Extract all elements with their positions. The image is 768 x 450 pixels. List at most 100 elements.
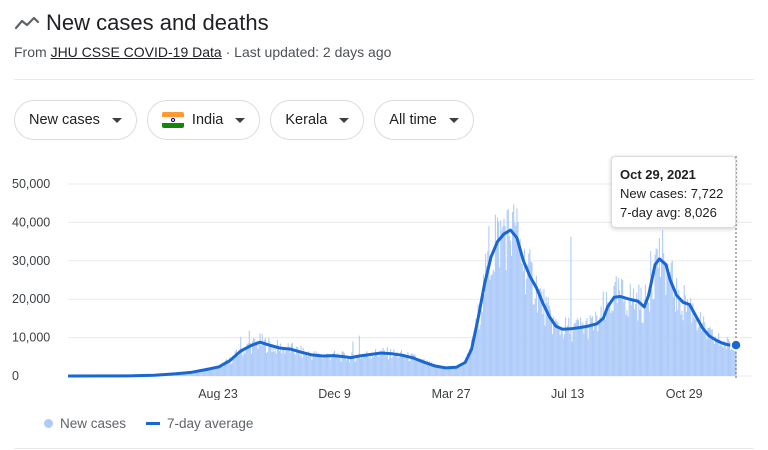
new-cases-bar [309,354,311,376]
new-cases-bar [534,298,536,376]
new-cases-bar [694,319,696,376]
new-cases-bar [186,373,188,376]
metric-dropdown[interactable]: New cases [14,100,137,140]
new-cases-bar [549,309,551,376]
new-cases-bar [335,355,337,376]
new-cases-bar [616,302,618,376]
new-cases-bar [436,367,438,376]
last-updated: · Last updated: 2 days ago [225,44,392,60]
new-cases-bar [345,360,347,376]
new-cases-bar [513,204,515,376]
source-link[interactable]: JHU CSSE COVID-19 Data [50,44,222,60]
new-cases-bar [622,279,624,376]
new-cases-bar [314,356,316,376]
new-cases-bar [720,343,722,376]
new-cases-bar [600,306,602,376]
new-cases-bar [719,345,721,376]
source-prefix: From [14,44,47,60]
new-cases-bar [423,359,425,376]
new-cases-bar [727,339,729,376]
tooltip-date: Oct 29, 2021 [620,167,696,182]
new-cases-bar [239,354,241,376]
new-cases-bar [578,328,581,376]
new-cases-bar [663,253,665,376]
new-cases-bar [233,356,235,376]
new-cases-bar [652,298,654,376]
cases-chart[interactable]: 0 10,000 20,000 30,000 40,000 50,000 Aug 23 Dec… [0,150,768,400]
region-dropdown[interactable]: Kerala [270,100,365,140]
new-cases-bar [693,317,695,376]
new-cases-bar [457,364,459,376]
new-cases-bar [331,357,333,376]
new-cases-bar [459,367,461,376]
new-cases-bar [721,345,723,376]
new-cases-bar [243,349,245,376]
new-cases-bar [491,274,493,376]
new-cases-bar [379,354,381,376]
new-cases-bar [258,344,260,376]
new-cases-bar [482,274,485,376]
new-cases-bar [523,248,526,376]
time-range-dropdown[interactable]: All time [374,100,474,140]
new-cases-bar [447,366,449,376]
new-cases-bar [369,355,371,376]
new-cases-bar [487,250,489,376]
new-cases-bar [655,248,657,376]
new-cases-bar [687,303,690,376]
new-cases-bar [714,336,717,376]
new-cases-bar [586,318,588,376]
new-cases-bar [515,225,517,376]
new-cases-bar [294,353,296,376]
new-cases-bar [577,319,579,376]
new-cases-bar [310,354,312,376]
y-tick-label: 20,000 [12,292,50,306]
tooltip-avg: 7-day avg: 8,026 [620,205,717,220]
new-cases-bar [451,365,453,376]
new-cases-bar [676,278,678,376]
new-cases-bar [288,346,290,376]
new-cases-bar [689,306,691,376]
new-cases-bar [296,346,298,376]
new-cases-bar [262,343,264,376]
new-cases-bar [400,349,402,376]
new-cases-bar [658,238,660,376]
new-cases-bar [254,338,256,376]
new-cases-bar [535,275,537,376]
new-cases-bar [669,272,671,376]
new-cases-bar [560,326,562,376]
new-cases-bar [435,365,437,376]
country-dropdown[interactable]: India [146,100,261,140]
new-cases-bar [584,326,586,376]
new-cases-bar [221,362,223,376]
new-cases-bar [539,289,541,376]
new-cases-bar [516,208,518,376]
new-cases-bar [629,283,631,376]
new-cases-bar [313,351,315,376]
new-cases-bar [612,311,614,376]
new-cases-bar [726,337,728,376]
new-cases-bar [293,351,295,376]
new-cases-bar [251,341,254,376]
new-cases-bar [558,328,560,376]
new-cases-bar [602,291,604,376]
new-cases-bar [601,321,603,376]
new-cases-bar [580,317,582,376]
metric-label: New cases [29,112,100,128]
new-cases-bar [194,371,196,376]
new-cases-bar [710,329,712,376]
new-cases-bar [307,356,309,376]
new-cases-bar [713,343,715,376]
legend-new-cases-label: New cases [60,416,127,431]
new-cases-bar [291,342,294,376]
page-title: New cases and deaths [46,10,269,35]
new-cases-bar [218,367,220,376]
new-cases-bar [427,365,429,376]
new-cases-bar [685,311,687,376]
new-cases-bar [485,253,487,376]
new-cases-bar [424,363,426,376]
country-label: India [191,112,224,128]
new-cases-bar [312,355,314,376]
new-cases-bar [308,351,310,376]
new-cases-bar [386,347,388,376]
new-cases-bar [277,345,279,376]
